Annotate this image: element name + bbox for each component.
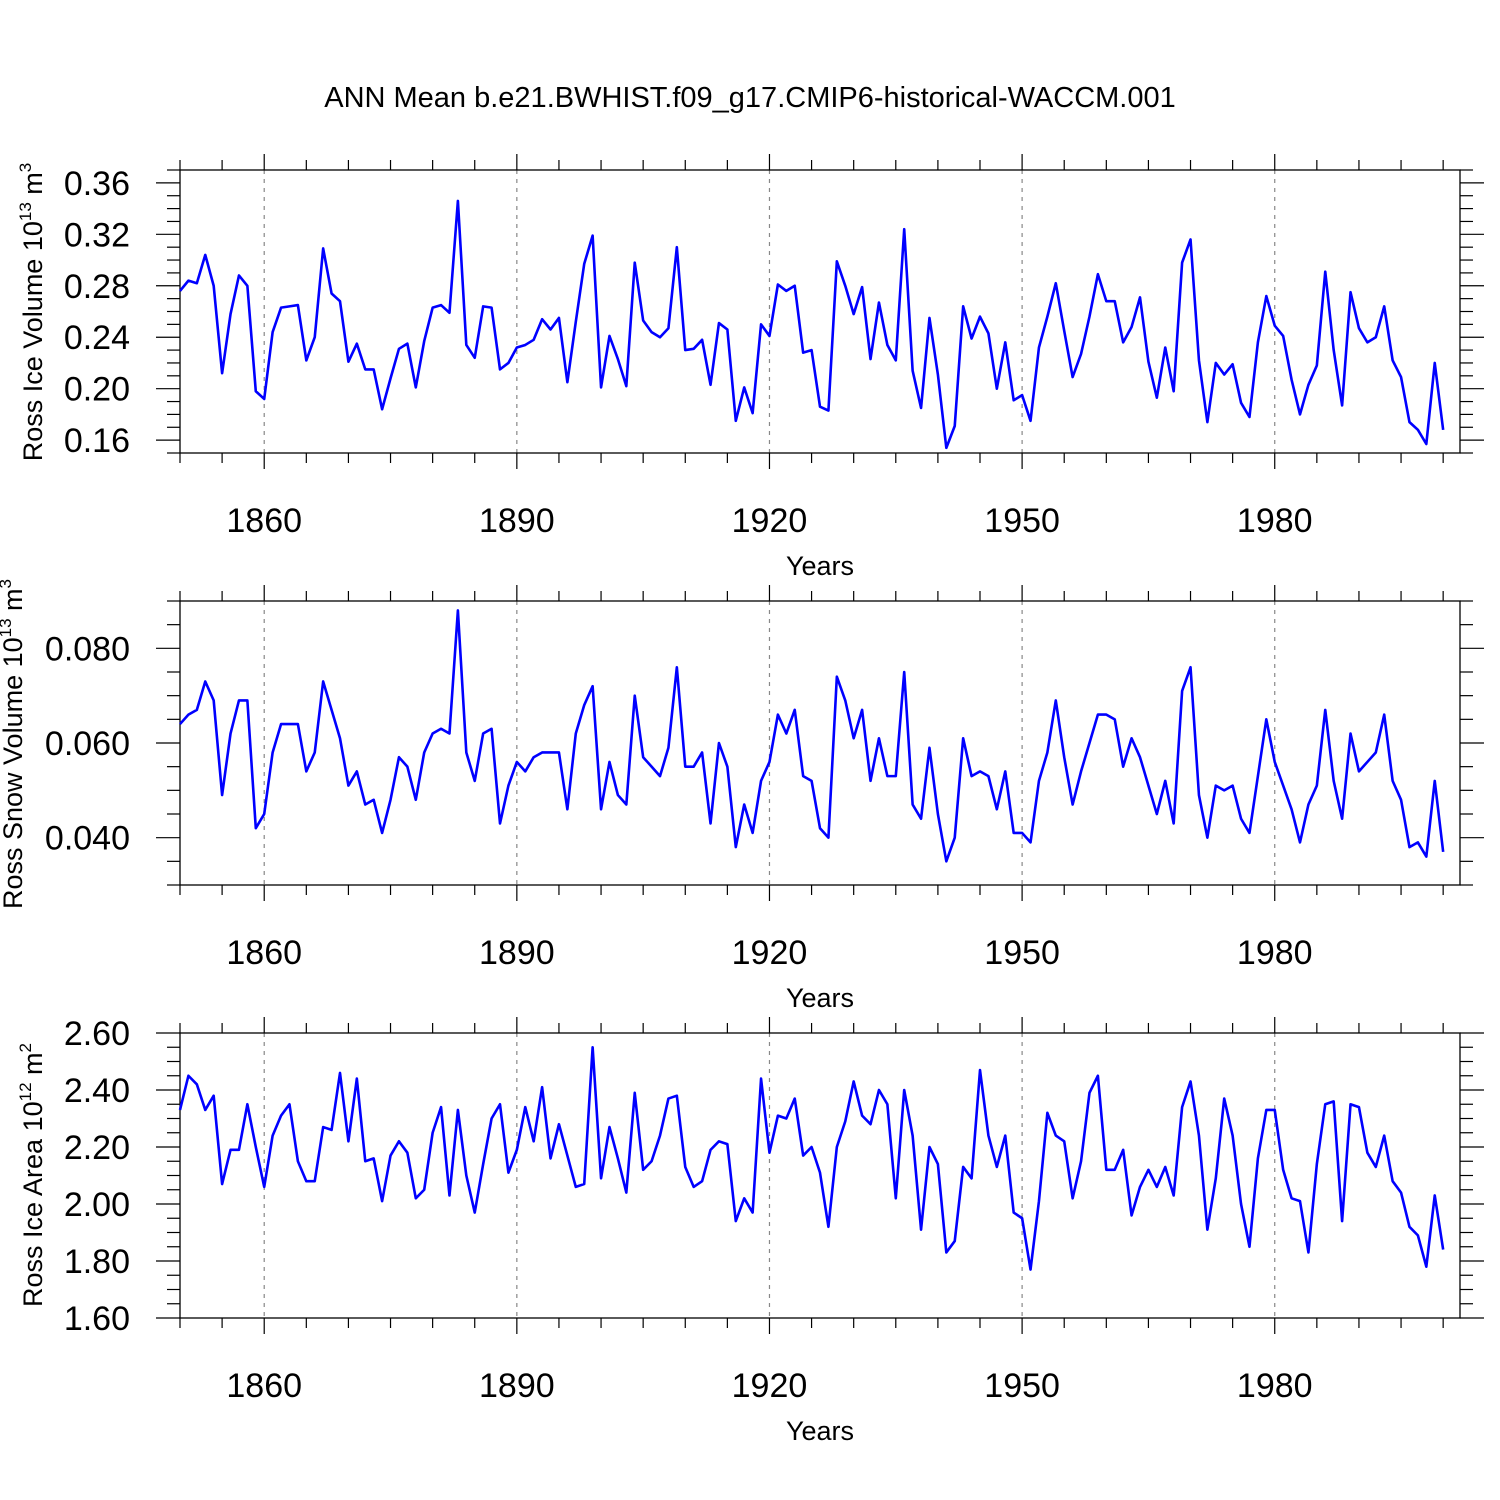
x-tick-label: 1950 [984,502,1060,540]
y-tick-label: 0.36 [64,165,130,203]
y-axis-label-exponent: 13 [0,618,15,637]
y-axis-label-unit-exponent: 3 [0,579,15,588]
figure-title: ANN Mean b.e21.BWHIST.f09_g17.CMIP6-hist… [324,82,1176,114]
y-axis-label: Ross Ice Volume 1013 m3 [16,163,48,462]
x-axis-label: Years [786,1416,854,1446]
y-axis-label-unit: m [18,1052,48,1082]
y-tick-label: 0.060 [45,725,130,763]
y-tick-label: 2.20 [64,1129,130,1167]
panel-3: 1860 1890 1920 1950 1980 1.60 1.80 2.00 2.20 2.40… [16,1015,1484,1446]
y-axis-label-unit-exponent: 2 [16,1043,35,1052]
y-tick-label: 0.24 [64,319,130,357]
y-axis-label-text: Ross Ice Area 10 [18,1101,48,1307]
series-line [178,199,1445,450]
x-tick-label: 1920 [732,502,808,540]
x-tick-label: 1920 [732,934,808,972]
series-line [179,609,1445,863]
y-tick-label: 0.28 [64,268,130,306]
y-tick-label: 1.60 [64,1300,130,1338]
y-axis-label-unit: m [18,172,48,202]
y-axis-label-text: Ross Snow Volume 10 [0,637,28,909]
x-tick-label: 1860 [226,934,302,972]
y-tick-label: 0.32 [64,216,130,254]
y-axis-label-exponent: 12 [16,1082,35,1101]
plot-frame [179,169,1461,454]
x-tick-label: 1860 [226,1367,302,1405]
y-tick-label: 0.040 [45,820,130,858]
y-tick-label: 0.080 [45,630,130,668]
y-axis-label-text: Ross Ice Volume 10 [18,221,48,461]
x-tick-label: 1890 [479,1367,555,1405]
y-tick-label: 0.16 [64,422,130,460]
y-tick-label: 1.80 [64,1243,130,1281]
panel-2: 1860 1890 1920 1950 1980 0.040 0.060 0.080 Years… [0,579,1484,1013]
y-axis-label-unit-exponent: 3 [16,163,35,172]
x-axis-label: Years [786,983,854,1013]
x-tick-label: 1950 [984,934,1060,972]
x-tick-label: 1980 [1237,502,1313,540]
plot-frame [179,600,1461,886]
y-tick-label: 0.20 [64,371,130,409]
y-axis-label: Ross Ice Area 1012 m2 [16,1043,48,1307]
x-tick-label: 1950 [984,1367,1060,1405]
y-tick-label: 2.40 [64,1072,130,1110]
x-tick-label: 1860 [226,502,302,540]
x-axis-label: Years [786,551,854,581]
x-tick-label: 1980 [1237,1367,1313,1405]
x-tick-label: 1890 [479,934,555,972]
y-tick-label: 2.60 [64,1015,130,1053]
x-tick-label: 1890 [479,502,555,540]
y-axis-label: Ross Snow Volume 1013 m3 [0,579,28,909]
x-tick-label: 1980 [1237,934,1313,972]
y-tick-label: 2.00 [64,1186,130,1224]
x-tick-label: 1920 [732,1367,808,1405]
y-axis-label-exponent: 13 [16,202,35,221]
y-axis-label-unit: m [0,588,28,618]
panel-1: 1860 1890 1920 1950 1980 0.16 0.20 0.24 0.28 0.32… [16,154,1484,581]
series-line [178,1045,1445,1271]
